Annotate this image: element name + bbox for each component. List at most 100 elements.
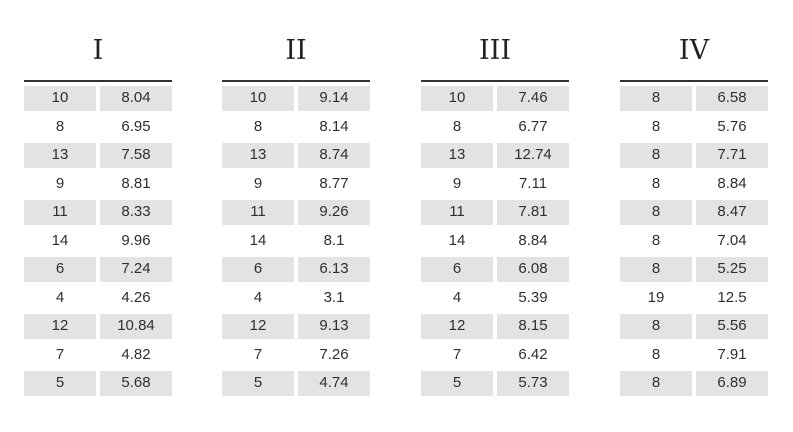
x-value-cell: 14 [249,231,267,249]
table-row: 10 7.46 [421,84,569,113]
x-value-cell: 4 [55,288,65,306]
table-row: 7 6.42 [421,341,569,370]
table-row: 14 8.1 [222,227,370,256]
group-title: III [479,35,511,66]
y-value-cell: 7.91 [717,345,747,363]
x-value-cell: 6 [421,257,493,282]
y-value-cell: 8.14 [319,117,349,135]
x-value-cell: 4 [253,288,263,306]
x-value-cell: 11 [222,200,294,225]
x-value-cell: 10 [222,86,294,111]
x-value-cell: 7 [55,345,65,363]
header-rule [24,80,172,82]
y-value-cell: 5.25 [696,257,768,282]
table-row: 13 8.74 [222,141,370,170]
x-value-cell: 10 [24,86,96,111]
table-row: 8 5.56 [620,312,768,341]
y-value-cell: 5.39 [518,288,548,306]
x-value-cell: 11 [24,200,96,225]
y-value-cell: 6.77 [518,117,548,135]
group-title: II [285,35,307,66]
x-value-cell: 8 [620,314,692,339]
x-value-cell: 8 [620,86,692,111]
table-row: 5 5.68 [24,369,172,398]
table-row: 10 8.04 [24,84,172,113]
y-value-cell: 9.96 [121,231,151,249]
x-value-cell: 7 [452,345,462,363]
y-value-cell: 8.84 [518,231,548,249]
x-value-cell: 8 [651,117,661,135]
y-value-cell: 4.82 [121,345,151,363]
table-row: 10 9.14 [222,84,370,113]
x-value-cell: 9 [452,174,462,192]
y-value-cell: 5.68 [100,371,172,396]
table-row: 8 5.25 [620,255,768,284]
table-row: 7 4.82 [24,341,172,370]
y-value-cell: 8.81 [121,174,151,192]
table-row: 6 7.24 [24,255,172,284]
x-value-cell: 5 [421,371,493,396]
x-value-cell: 7 [253,345,263,363]
y-value-cell: 7.81 [497,200,569,225]
x-value-cell: 4 [452,288,462,306]
table-row: 6 6.13 [222,255,370,284]
x-value-cell: 13 [421,143,493,168]
y-value-cell: 5.76 [717,117,747,135]
group-title: I [92,35,104,66]
x-value-cell: 12 [24,314,96,339]
x-value-cell: 12 [222,314,294,339]
table-row: 8 8.84 [620,170,768,199]
table-row: 11 7.81 [421,198,569,227]
table-row: 12 10.84 [24,312,172,341]
table-row: 9 8.81 [24,170,172,199]
table-row: 12 9.13 [222,312,370,341]
y-value-cell: 7.71 [696,143,768,168]
y-value-cell: 8.84 [717,174,747,192]
x-value-cell: 9 [253,174,263,192]
y-value-cell: 4.26 [121,288,151,306]
y-value-cell: 8.77 [319,174,349,192]
y-value-cell: 8.15 [497,314,569,339]
y-value-cell: 7.58 [100,143,172,168]
group-table: 10 9.14 8 8.14 13 8.74 9 8.77 11 9.26 14 8.1 6 6.13 4 3… [222,84,370,398]
y-value-cell: 6.89 [696,371,768,396]
y-value-cell: 8.04 [100,86,172,111]
y-value-cell: 7.24 [100,257,172,282]
header-rule [222,80,370,82]
table-row: 8 8.14 [222,113,370,142]
x-value-cell: 14 [448,231,466,249]
x-value-cell: 8 [651,231,661,249]
x-value-cell: 8 [651,345,661,363]
table-row: 13 7.58 [24,141,172,170]
x-value-cell: 9 [55,174,65,192]
table-row: 9 7.11 [421,170,569,199]
table-row: 4 5.39 [421,284,569,313]
table-row: 4 4.26 [24,284,172,313]
y-value-cell: 9.13 [298,314,370,339]
table-row: 8 7.91 [620,341,768,370]
y-value-cell: 4.74 [298,371,370,396]
table-row: 12 8.15 [421,312,569,341]
table-row: 9 8.77 [222,170,370,199]
table-row: 8 6.58 [620,84,768,113]
x-value-cell: 6 [222,257,294,282]
x-value-cell: 8 [620,143,692,168]
y-value-cell: 8.1 [323,231,345,249]
group-table: 10 8.04 8 6.95 13 7.58 9 8.81 11 8.33 14 9.96 6 7.24 4… [24,84,172,398]
table-row: 5 5.73 [421,369,569,398]
y-value-cell: 7.04 [717,231,747,249]
table-row: 11 8.33 [24,198,172,227]
x-value-cell: 13 [222,143,294,168]
x-value-cell: 11 [421,200,493,225]
y-value-cell: 9.26 [298,200,370,225]
table-row: 6 6.08 [421,255,569,284]
x-value-cell: 13 [24,143,96,168]
table-row: 19 12.5 [620,284,768,313]
y-value-cell: 6.13 [298,257,370,282]
x-value-cell: 14 [51,231,69,249]
table-row: 14 9.96 [24,227,172,256]
y-value-cell: 10.84 [100,314,172,339]
table-row: 8 6.89 [620,369,768,398]
x-value-cell: 5 [222,371,294,396]
y-value-cell: 8.33 [100,200,172,225]
